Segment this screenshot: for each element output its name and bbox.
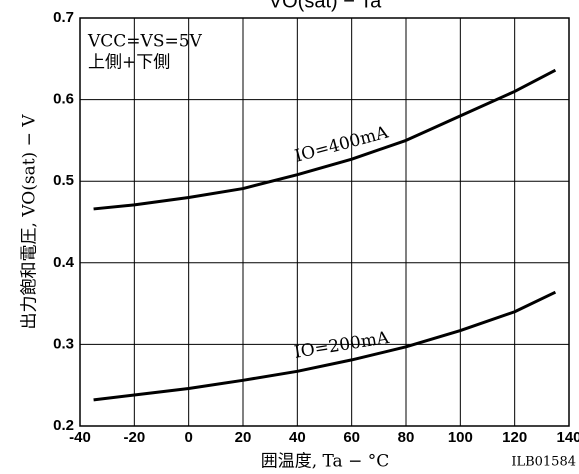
x-tick-label: 0 — [184, 429, 192, 446]
x-tick-label: -40 — [69, 429, 91, 446]
series-line — [93, 290, 557, 402]
figure-id: ILB01584 — [511, 455, 576, 470]
chart-title: VO(sat) − Ta — [269, 0, 382, 12]
x-tick-label: 80 — [398, 429, 415, 446]
series-line — [93, 68, 557, 211]
y-tick-label: 0.3 — [53, 335, 74, 352]
y-tick-label: 0.4 — [53, 254, 75, 271]
y-tick-label: 0.7 — [53, 9, 74, 26]
x-tick-label: 60 — [343, 429, 360, 446]
plot-frame — [79, 17, 570, 427]
condition-note: 上側+下側 — [88, 53, 170, 73]
y-tick-label: 0.5 — [53, 172, 74, 189]
condition-note: VCC=VS=5V — [87, 32, 203, 52]
x-tick-label: 40 — [289, 429, 306, 446]
x-tick-label: 100 — [448, 429, 473, 446]
x-tick-label: 120 — [502, 429, 527, 446]
series-label: IO=200mA — [293, 328, 391, 363]
x-tick-label: 140 — [556, 429, 579, 446]
x-axis-label: 囲温度, Ta − °C — [261, 452, 390, 472]
x-tick-label: -20 — [123, 429, 145, 446]
y-tick-label: 0.2 — [53, 417, 74, 434]
y-axis-label: 出力飽和電圧, VO(sat) − V — [20, 114, 40, 330]
x-tick-label: 20 — [235, 429, 252, 446]
y-tick-label: 0.6 — [53, 91, 74, 108]
series-label: IO=400mA — [293, 122, 391, 166]
